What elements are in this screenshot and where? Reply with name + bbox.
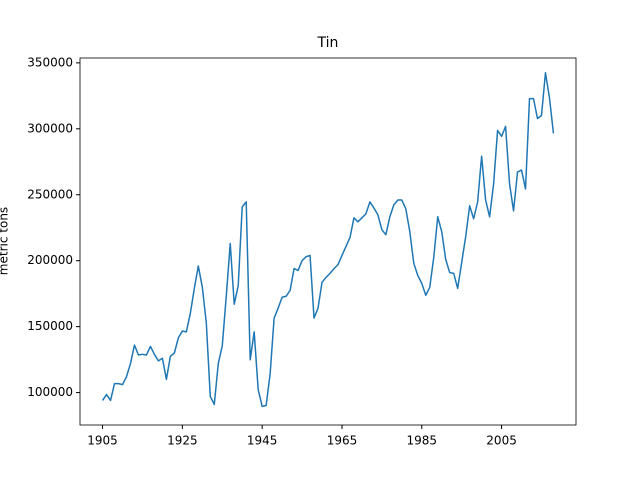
y-tick-label: 250000 xyxy=(27,187,73,201)
x-tick-label: 1905 xyxy=(87,434,118,448)
data-line xyxy=(101,72,555,408)
x-tick-label: 1925 xyxy=(167,434,198,448)
x-tick-label: 1945 xyxy=(247,434,278,448)
y-tick-label: 200000 xyxy=(27,253,73,267)
x-tick-label: 1965 xyxy=(327,434,358,448)
y-tick-label: 300000 xyxy=(27,121,73,135)
chart-title: Tin xyxy=(317,35,339,51)
y-tick-label: 350000 xyxy=(27,55,73,69)
x-tick-label: 1985 xyxy=(406,434,437,448)
axes-frame xyxy=(79,57,577,426)
y-axis-label: metric tons xyxy=(0,207,11,275)
y-tick-label: 150000 xyxy=(27,319,73,333)
x-tick-label: 2005 xyxy=(486,434,517,448)
y-tick-label: 100000 xyxy=(27,385,73,399)
